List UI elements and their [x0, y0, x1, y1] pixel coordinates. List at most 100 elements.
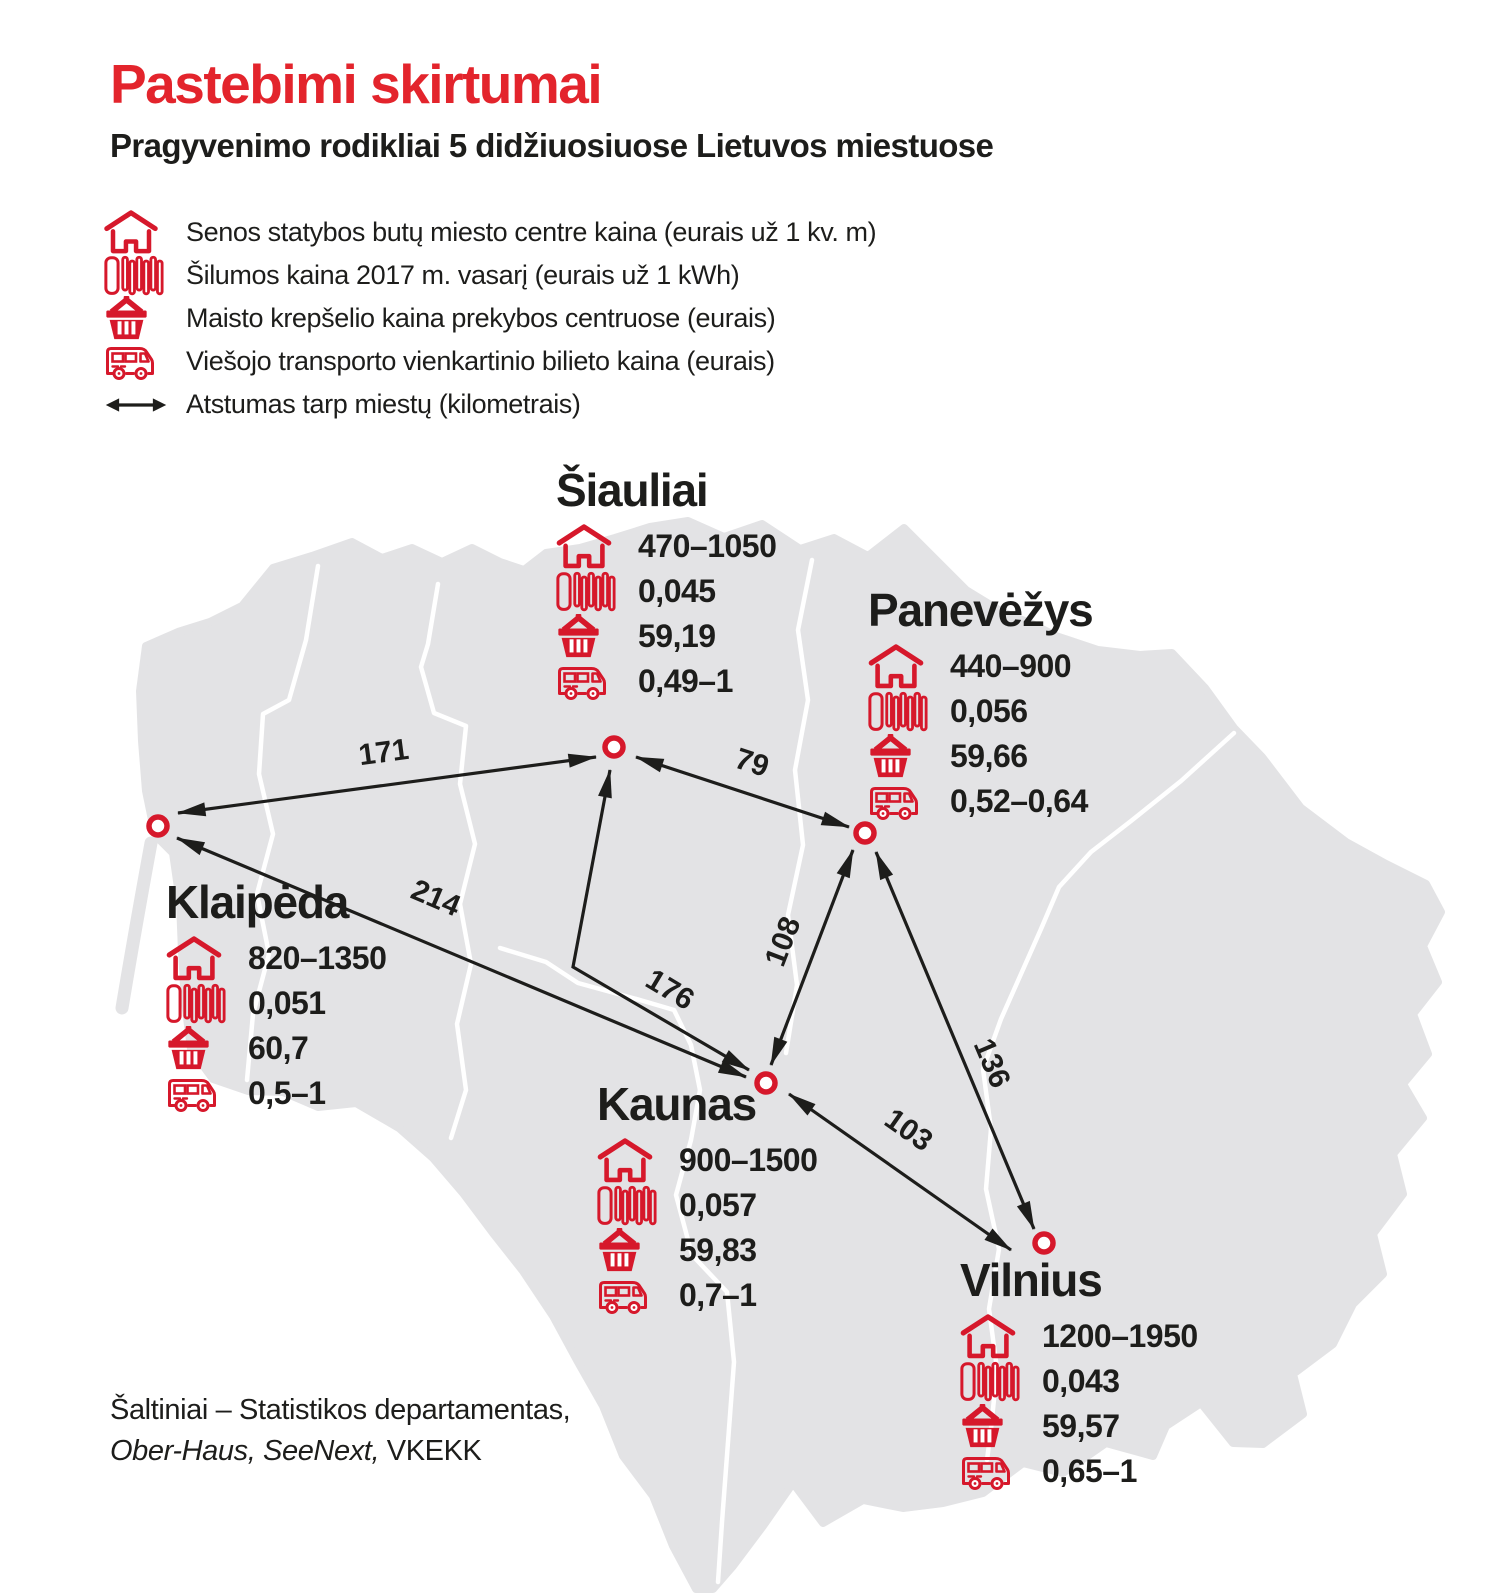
basket-price-value: 59,66: [950, 738, 1028, 774]
basket-price-value: 59,57: [1042, 1408, 1120, 1444]
radiator-icon: [960, 1359, 1042, 1404]
transport-price-value: 0,7–1: [679, 1277, 757, 1313]
heating-price-value: 0,051: [248, 985, 326, 1021]
arrow-klaipeda-siauliai: [177, 753, 597, 817]
bus-icon: [960, 1451, 1042, 1493]
heating-price-value: 0,056: [950, 693, 1028, 729]
basket-price-row: 59,19: [556, 614, 776, 659]
bus-icon: [868, 781, 950, 823]
bus-icon: [597, 1275, 679, 1317]
transport-price-row: 0,52–0,64: [868, 779, 1092, 824]
city-block-klaipeda: Klaipėda 820–1350 0,051 60,7 0,5–1: [166, 876, 387, 1116]
transport-price-row: 0,5–1: [166, 1071, 386, 1116]
source-note: Šaltiniai – Statistikos departamentas, O…: [110, 1390, 571, 1472]
legend-row-distance: Atstumas tarp miestų (kilometrais): [104, 383, 876, 426]
page-subtitle: Pragyvenimo rodikliai 5 didžiuosiuose Li…: [110, 126, 994, 164]
radiator-icon: [868, 689, 950, 734]
city-dot-panevezys: [853, 821, 877, 845]
basket-icon: [556, 614, 638, 659]
basket-icon: [166, 1026, 248, 1071]
legend-row-basket: Maisto krepšelio kaina prekybos centruos…: [104, 297, 876, 340]
heating-price-row: 0,045: [556, 569, 776, 614]
radiator-icon: [556, 569, 638, 614]
heating-price-row: 0,056: [868, 689, 1092, 734]
radiator-icon: [597, 1183, 679, 1228]
legend-label: Maisto krepšelio kaina prekybos centruos…: [186, 303, 776, 333]
house-price-row: 900–1500: [597, 1138, 818, 1184]
bus-icon: [104, 341, 186, 383]
house-icon: [597, 1138, 679, 1184]
source-line-2: Ober-Haus, SeeNext, VKEKK: [110, 1431, 570, 1472]
basket-price-row: 60,7: [166, 1026, 386, 1071]
radiator-icon: [104, 253, 186, 298]
heating-price-row: 0,057: [597, 1183, 817, 1228]
transport-price-value: 0,52–0,64: [950, 783, 1088, 819]
transport-price-value: 0,65–1: [1042, 1453, 1137, 1489]
source-line-2-rest: VKEKK: [379, 1435, 482, 1467]
house-price-value: 470–1050: [638, 528, 777, 564]
city-dot-siauliai: [602, 735, 626, 759]
city-block-vilnius: Vilnius 1200–1950 0,043 59,57 0,65–1: [960, 1256, 1198, 1494]
city-dots: [146, 735, 1056, 1255]
house-price-row: 440–900: [868, 644, 1092, 689]
house-price-value: 900–1500: [679, 1142, 818, 1178]
city-dot-klaipeda: [146, 814, 170, 838]
basket-icon: [104, 296, 186, 341]
city-name: Vilnius: [960, 1254, 1103, 1306]
distance-label: 171: [357, 733, 411, 772]
house-price-value: 440–900: [950, 648, 1072, 684]
basket-price-value: 59,19: [638, 618, 716, 654]
transport-price-row: 0,65–1: [960, 1449, 1198, 1494]
house-price-row: 1200–1950: [960, 1314, 1198, 1359]
transport-price-row: 0,7–1: [597, 1273, 817, 1318]
arrow-kaunas-vilnius: [788, 1092, 1012, 1252]
house-icon: [166, 936, 248, 982]
city-dot-kaunas: [754, 1071, 778, 1095]
heating-price-value: 0,057: [679, 1187, 757, 1223]
heating-price-value: 0,045: [638, 573, 716, 609]
basket-icon: [868, 734, 950, 779]
arrow-kaunas-panevezys: [769, 849, 855, 1066]
basket-price-row: 59,57: [960, 1404, 1198, 1449]
house-price-value: 1200–1950: [1042, 1318, 1198, 1354]
page-title: Pastebimi skirtumai: [110, 53, 603, 115]
city-name: Šiauliai: [556, 464, 709, 516]
house-price-value: 820–1350: [248, 940, 387, 976]
house-icon: [868, 644, 950, 690]
transport-price-value: 0,5–1: [248, 1075, 326, 1111]
source-line-2-italic: Ober-Haus, SeeNext,: [110, 1435, 380, 1467]
source-line-1: Šaltiniai – Statistikos departamentas,: [110, 1394, 571, 1426]
house-icon: [556, 524, 638, 570]
legend-row-house: Senos statybos butų miesto centre kaina …: [104, 211, 877, 254]
basket-price-value: 59,83: [679, 1232, 757, 1268]
arrow-siauliai-kaunas: [571, 769, 750, 1072]
city-name: Panevėžys: [868, 584, 1094, 636]
header: Pastebimi skirtumai Pragyvenimo rodiklia…: [110, 53, 994, 165]
city-name: Klaipėda: [166, 876, 349, 928]
house-price-row: 470–1050: [556, 524, 777, 570]
city-block-siauliai: Šiauliai 470–1050 0,045 59,19 0,49–1: [556, 464, 777, 704]
basket-icon: [597, 1228, 679, 1273]
legend-row-heating: Šilumos kaina 2017 m. vasarį (eurais už …: [104, 254, 876, 297]
heating-price-row: 0,051: [166, 981, 386, 1026]
heating-price-row: 0,043: [960, 1359, 1198, 1404]
legend-label: Senos statybos butų miesto centre kaina …: [186, 217, 877, 247]
radiator-icon: [166, 981, 248, 1026]
city-block-panevezys: Panevėžys 440–900 0,056 59,66 0,52–0,64: [868, 584, 1094, 824]
transport-price-row: 0,49–1: [556, 659, 776, 704]
legend-row-transport: Viešojo transporto vienkartinio bilieto …: [104, 340, 876, 383]
transport-price-value: 0,49–1: [638, 663, 733, 699]
bus-icon: [166, 1073, 248, 1115]
curonian-spit: [115, 836, 158, 1015]
legend: Senos statybos butų miesto centre kaina …: [104, 211, 877, 426]
city-dot-vilnius: [1032, 1231, 1056, 1255]
legend-label: Atstumas tarp miestų (kilometrais): [186, 389, 581, 419]
basket-price-row: 59,83: [597, 1228, 817, 1273]
distance-arrow-icon: [104, 395, 186, 415]
heating-price-value: 0,043: [1042, 1363, 1120, 1399]
house-icon: [960, 1314, 1042, 1360]
house-price-row: 820–1350: [166, 936, 387, 982]
bus-icon: [556, 661, 638, 703]
